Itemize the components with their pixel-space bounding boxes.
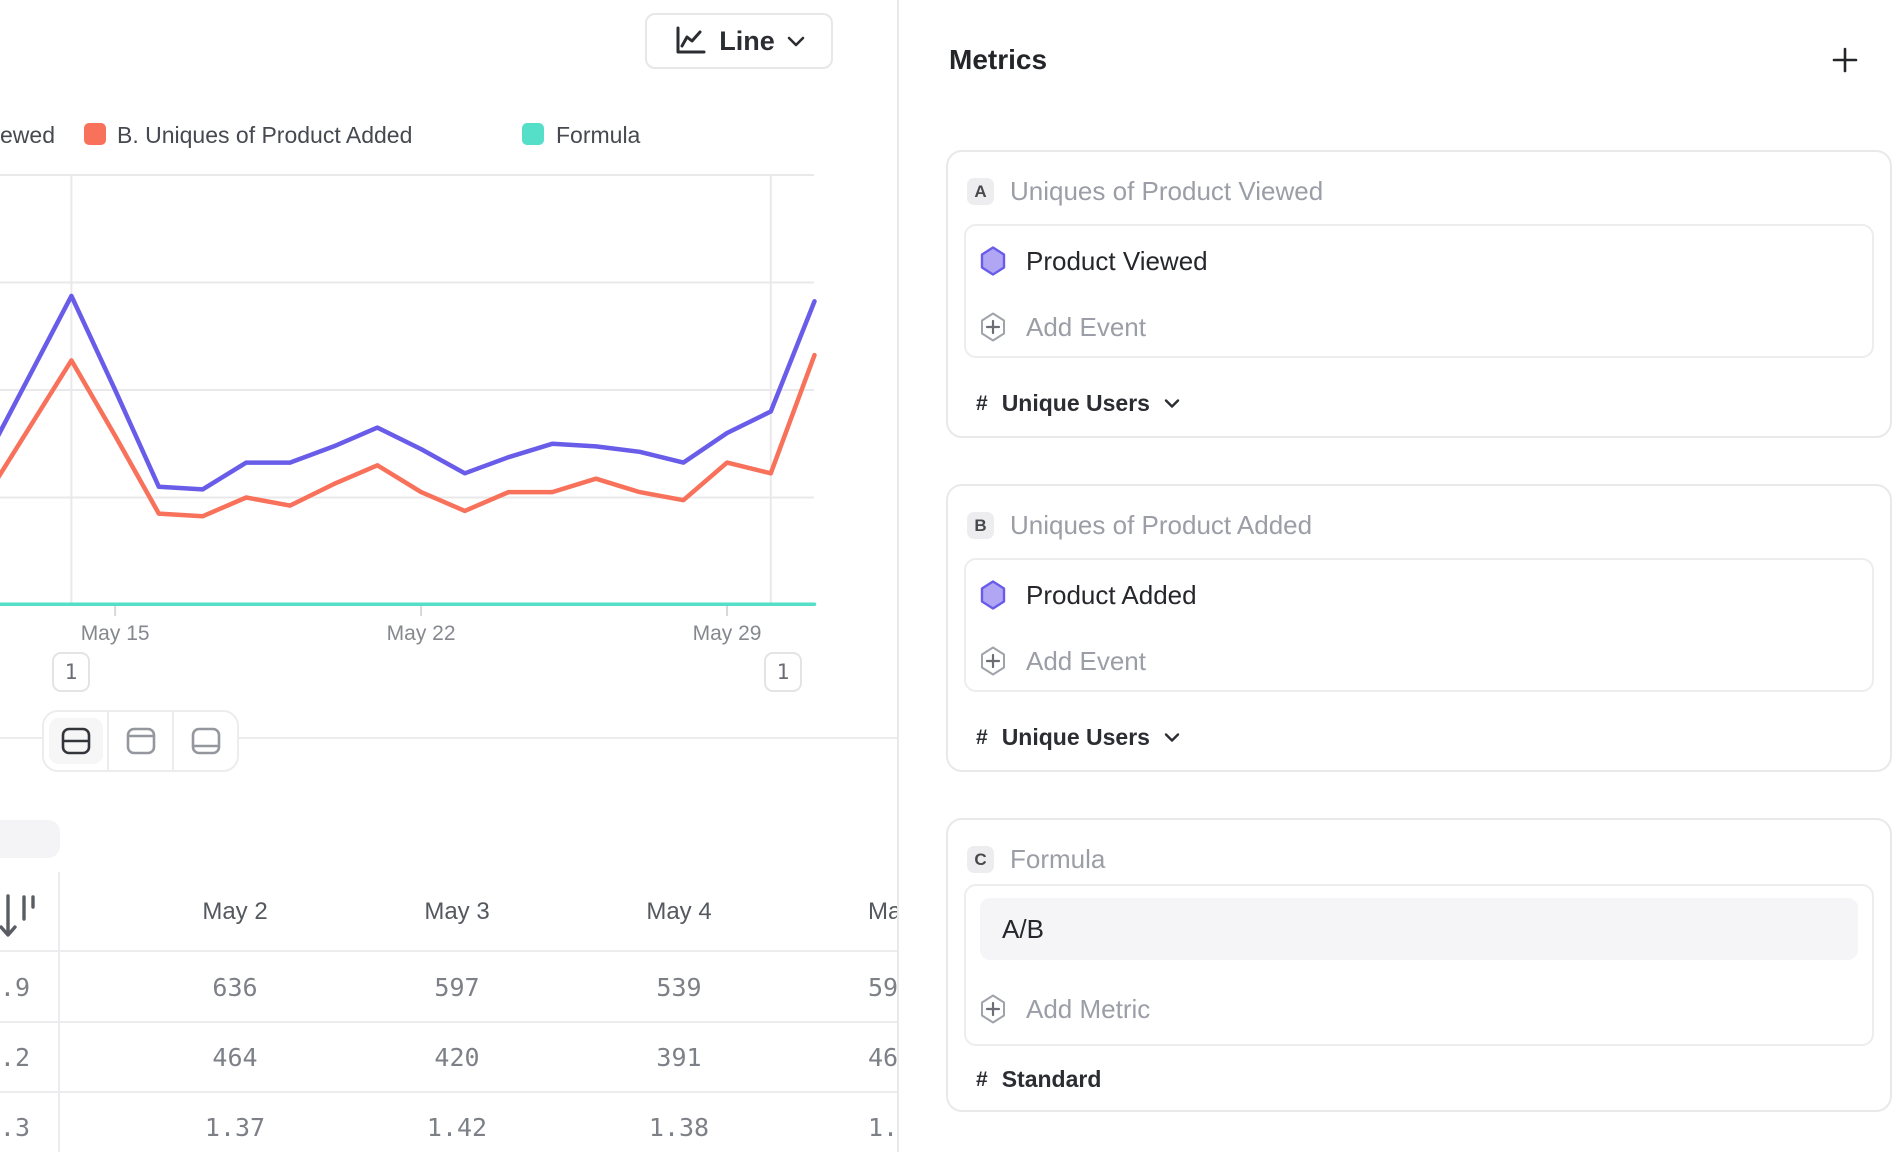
annotation-badge-left[interactable]: 1	[52, 652, 90, 692]
table-row-a-frozen: .9	[0, 973, 30, 1002]
line-chart-icon	[673, 25, 707, 57]
table-column-separator	[58, 872, 60, 1152]
metric-card-a: A Uniques of Product Viewed Product View…	[946, 150, 1892, 438]
legend-swatch-formula[interactable]	[522, 123, 544, 145]
hexagon-icon	[980, 580, 1006, 610]
chevron-down-icon	[787, 35, 805, 47]
formula-block: A/B Add Metric	[964, 884, 1874, 1046]
metric-badge-c: C	[967, 846, 994, 873]
layout-toggle-group	[42, 710, 239, 772]
add-event-label: Add Event	[1026, 645, 1146, 676]
measure-selector-b[interactable]: # Unique Users	[976, 724, 1180, 751]
hash-icon: #	[976, 391, 988, 415]
event-row-product-viewed[interactable]: Product Viewed	[980, 244, 1208, 278]
layout-split-button[interactable]	[44, 712, 107, 770]
metrics-panel-title: Metrics	[949, 44, 1048, 75]
event-name: Product Viewed	[1026, 245, 1208, 276]
legend-item-formula[interactable]: Formula	[556, 122, 641, 148]
pane-divider	[0, 737, 899, 739]
measure-label: Standard	[1001, 1066, 1102, 1092]
measure-selector-c[interactable]: # Standard	[976, 1066, 1101, 1093]
hash-icon: #	[976, 1067, 988, 1091]
chart-pane: Line ewed B. Uniques of Product Added Fo…	[0, 0, 899, 1152]
add-metric-label: Add Metric	[1026, 993, 1151, 1024]
add-event-button[interactable]: Add Event	[980, 644, 1146, 678]
metric-title-b: Uniques of Product Added	[1010, 510, 1313, 540]
measure-selector-a[interactable]: # Unique Users	[976, 390, 1180, 417]
table-header-may4[interactable]: May 4	[646, 898, 712, 925]
chart-type-selector[interactable]: Line	[645, 13, 833, 69]
layout-table-only-button[interactable]	[172, 712, 237, 770]
x-axis-tick-label: May 15	[80, 622, 150, 645]
formula-expression: A/B	[1002, 913, 1044, 944]
table-cell: 597	[434, 973, 480, 1002]
measure-label: Unique Users	[1001, 390, 1150, 416]
hexagon-icon	[980, 246, 1006, 276]
event-block-a: Product Viewed Add Event	[964, 224, 1874, 358]
layout-chart-only-button[interactable]	[107, 712, 172, 770]
split-horizontal-icon	[48, 718, 103, 764]
legend-swatch-b[interactable]	[84, 123, 106, 145]
table-cell: 636	[212, 973, 258, 1002]
event-row-product-added[interactable]: Product Added	[980, 578, 1197, 612]
metric-card-c: C Formula A/B Add Metric # Standard	[946, 818, 1892, 1112]
panel-bottom-icon	[179, 718, 233, 764]
frozen-column-chip[interactable]	[0, 820, 60, 858]
add-event-label: Add Event	[1026, 311, 1146, 342]
hexagon-plus-icon	[980, 994, 1006, 1024]
table-row-border	[0, 1021, 899, 1023]
x-axis-tick-label: May 29	[692, 622, 762, 645]
event-name: Product Added	[1026, 579, 1197, 610]
table-cell: 1.38	[648, 1113, 710, 1142]
table-row-border	[0, 1091, 899, 1093]
table-header-may5-truncated[interactable]: May	[868, 898, 899, 925]
hexagon-plus-icon	[980, 646, 1006, 676]
metric-card-b: B Uniques of Product Added Product Added…	[946, 484, 1892, 772]
table-row-c-frozen: .3	[0, 1113, 30, 1142]
table-cell: 1.37	[204, 1113, 266, 1142]
table-row-b-frozen: .2	[0, 1043, 30, 1072]
table-cell: 464	[212, 1043, 258, 1072]
table-header-may2[interactable]: May 2	[202, 898, 268, 925]
sort-descending-icon[interactable]	[0, 892, 40, 942]
measure-label: Unique Users	[1001, 724, 1150, 750]
legend-item-b[interactable]: B. Uniques of Product Added	[117, 122, 413, 148]
table-cell-truncated: 59	[868, 973, 899, 1002]
x-axis-tick-label: May 22	[386, 622, 456, 645]
table-cell-truncated: 46	[868, 1043, 899, 1072]
chevron-down-icon	[1164, 732, 1180, 743]
hexagon-plus-icon	[980, 312, 1006, 342]
legend-item-a-truncated[interactable]: ewed	[0, 122, 55, 148]
metric-badge-a: A	[967, 178, 994, 205]
metric-title-a: Uniques of Product Viewed	[1010, 176, 1324, 206]
table-cell: 391	[656, 1043, 702, 1072]
metric-badge-b: B	[967, 512, 994, 539]
metric-title-c: Formula	[1010, 844, 1106, 874]
chevron-down-icon	[1164, 398, 1180, 409]
formula-input[interactable]: A/B	[980, 898, 1858, 960]
annotation-badge-right[interactable]: 1	[764, 652, 802, 692]
hash-icon: #	[976, 725, 988, 749]
table-header-may3[interactable]: May 3	[424, 898, 490, 925]
add-metric-button[interactable]: Add Metric	[980, 992, 1150, 1026]
table-header-border	[0, 950, 899, 952]
event-block-b: Product Added Add Event	[964, 558, 1874, 692]
add-metric-plus-button[interactable]	[1829, 44, 1861, 76]
table-cell-truncated: 1.2	[868, 1113, 899, 1142]
chart-type-label: Line	[719, 25, 775, 56]
panel-top-icon	[114, 718, 168, 764]
table-cell: 420	[434, 1043, 480, 1072]
add-event-button[interactable]: Add Event	[980, 310, 1146, 344]
line-chart[interactable]	[0, 0, 899, 745]
plus-icon	[1831, 46, 1859, 74]
table-cell: 539	[656, 973, 702, 1002]
table-cell: 1.42	[426, 1113, 488, 1142]
